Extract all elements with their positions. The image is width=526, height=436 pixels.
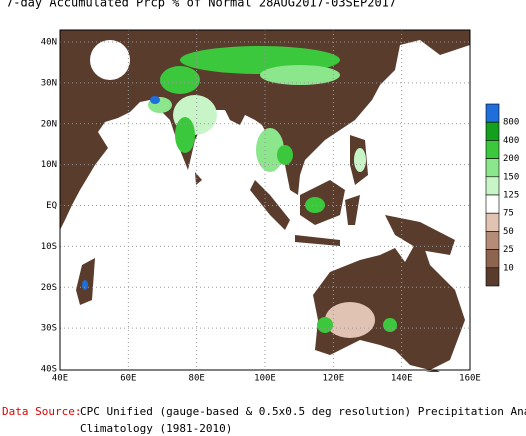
map <box>59 29 471 372</box>
legend-label: 400 <box>503 136 519 146</box>
lon-label: 100E <box>254 374 276 384</box>
lat-label: 20S <box>41 283 57 293</box>
legend-label: 150 <box>503 172 519 182</box>
legend-swatch <box>485 212 500 232</box>
lon-label: 40E <box>52 374 68 384</box>
legend-swatch <box>485 121 500 141</box>
lon-label: 60E <box>120 374 136 384</box>
lat-label: 20N <box>41 119 57 129</box>
lat-label: 40N <box>41 38 57 48</box>
legend-swatch <box>485 176 500 196</box>
lon-label: 160E <box>459 374 481 384</box>
lat-label: 10N <box>41 160 57 170</box>
legend-label: 800 <box>503 118 519 128</box>
graticule <box>60 30 470 370</box>
color-legend: 800 400 200 150 125 75 50 25 10 <box>485 103 519 287</box>
lat-label: EQ <box>46 201 57 211</box>
legend-label: 75 <box>503 209 514 219</box>
legend-swatch <box>485 140 500 159</box>
legend-label: 200 <box>503 154 519 164</box>
legend-label: 125 <box>503 191 519 201</box>
legend-swatch <box>485 194 500 214</box>
lat-label: 10S <box>41 242 57 252</box>
legend-swatch <box>485 158 500 178</box>
source-text: CPC Unified (gauge-based & 0.5x0.5 deg r… <box>80 405 526 418</box>
title: 7-day Accumulated Prcp % of Normal 28AUG… <box>6 0 396 10</box>
lat-label: 30N <box>41 78 57 88</box>
lat-label: 30S <box>41 324 57 334</box>
lat-label: 40S <box>41 365 57 375</box>
lon-label: 120E <box>322 374 344 384</box>
legend-label: 10 <box>503 263 514 273</box>
legend-swatch <box>485 231 500 250</box>
lon-label: 140E <box>391 374 413 384</box>
source-label: Data Source: <box>2 405 81 418</box>
legend-swatch <box>485 103 500 123</box>
climatology: Climatology (1981-2010) <box>80 422 232 435</box>
legend-swatch <box>485 249 500 269</box>
legend-swatch <box>485 267 500 287</box>
map-frame <box>59 29 471 371</box>
legend-label: 25 <box>503 245 514 255</box>
legend-label: 50 <box>503 227 514 237</box>
lon-label: 80E <box>189 374 205 384</box>
precip-patches <box>82 40 397 338</box>
